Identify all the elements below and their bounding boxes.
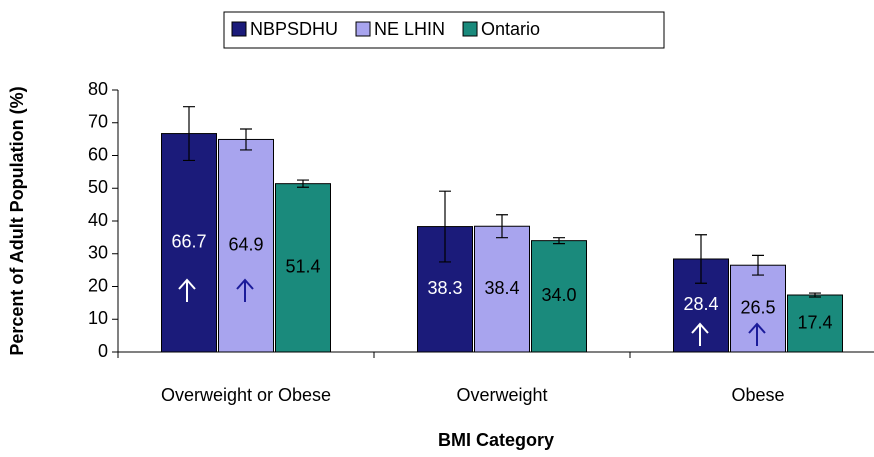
legend-box <box>223 11 665 49</box>
legend-label: NBPSDHU <box>250 19 338 39</box>
bar <box>218 138 274 353</box>
error-bar <box>809 292 821 298</box>
error-bar <box>752 254 764 276</box>
error-bar <box>496 214 508 239</box>
y-tick-label: 20 <box>88 275 108 295</box>
data-label: 38.3 <box>427 278 462 298</box>
error-bar <box>695 234 707 284</box>
arrow <box>236 278 254 302</box>
y-tick-label: 0 <box>98 341 108 361</box>
error-bar <box>297 179 309 188</box>
legend-label: Ontario <box>481 19 540 39</box>
y-tick-label: 10 <box>88 308 108 328</box>
error-bar <box>183 106 195 162</box>
legend-swatch <box>355 21 371 37</box>
data-label: 51.4 <box>285 257 320 277</box>
data-label: 66.7 <box>171 232 206 252</box>
y-tick-label: 60 <box>88 144 108 164</box>
data-label: 28.4 <box>683 294 718 314</box>
bar <box>275 183 331 353</box>
legend-label: NE LHIN <box>374 19 445 39</box>
data-label: 17.4 <box>797 312 832 332</box>
data-label: 26.5 <box>740 297 775 317</box>
y-tick-label: 70 <box>88 112 108 132</box>
error-bar <box>240 128 252 151</box>
data-label: 64.9 <box>228 234 263 254</box>
bar <box>474 225 530 353</box>
arrows <box>178 278 766 346</box>
x-tick-label: Obese <box>731 385 784 405</box>
x-tick-label: Overweight <box>456 385 547 405</box>
data-label: 38.4 <box>484 278 519 298</box>
data-label: 34.0 <box>541 285 576 305</box>
arrow <box>178 278 196 302</box>
arrow <box>691 322 709 346</box>
x-axis-title: BMI Category <box>438 430 554 450</box>
bar <box>531 240 587 353</box>
y-tick-label: 30 <box>88 243 108 263</box>
x-tick-label: Overweight or Obese <box>161 385 331 405</box>
error-bar <box>553 237 565 245</box>
y-tick-label: 80 <box>88 79 108 99</box>
legend-swatch <box>231 21 247 37</box>
y-tick-label: 50 <box>88 177 108 197</box>
legend-swatch <box>462 21 478 37</box>
y-tick-label: 40 <box>88 210 108 230</box>
bar <box>730 264 786 353</box>
y-axis-title: Percent of Adult Population (%) <box>7 86 27 355</box>
arrow <box>748 322 766 346</box>
error-bar <box>439 190 451 263</box>
